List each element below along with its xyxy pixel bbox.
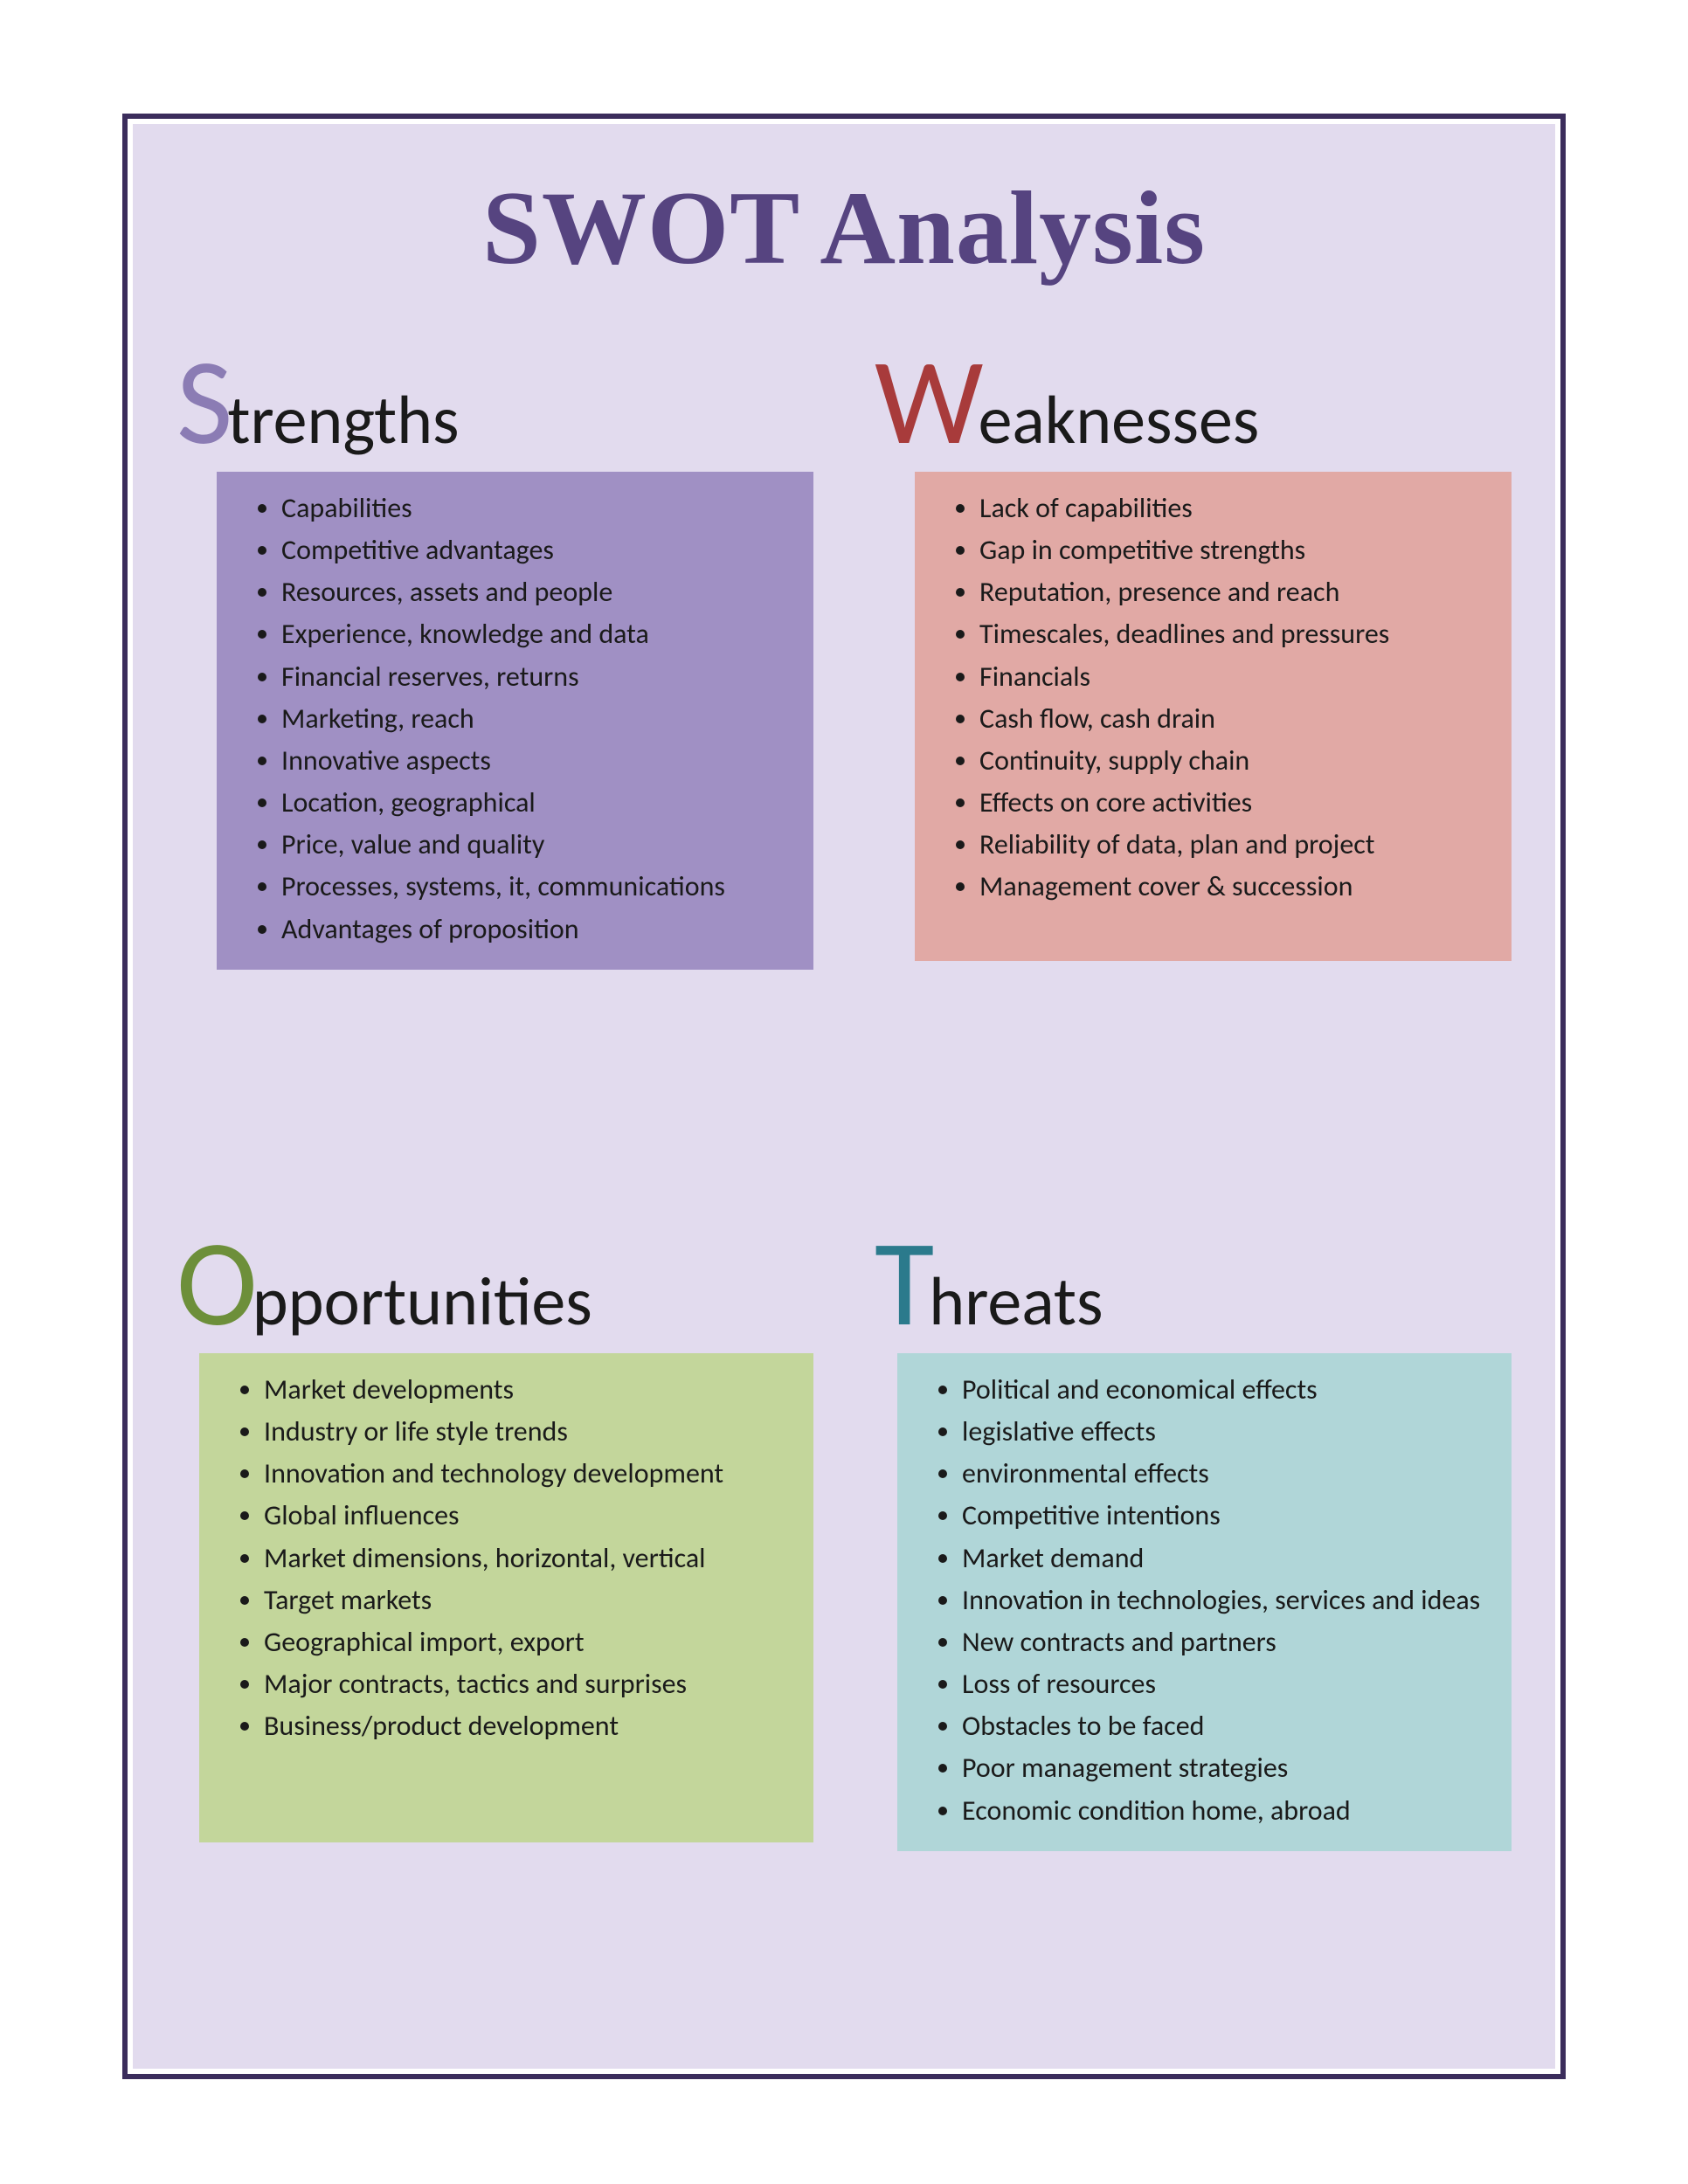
list-item: Location, geographical <box>281 782 792 824</box>
list-item: Competitive advantages <box>281 529 792 571</box>
list-item: Major contracts, tactics and surprises <box>264 1663 792 1705</box>
list-item: Reputation, presence and reach <box>979 571 1491 613</box>
list-item: Capabilities <box>281 487 792 529</box>
list-item: Competitive intentions <box>962 1495 1491 1537</box>
list-item: Lack of capabilities <box>979 487 1491 529</box>
list-item: Market demand <box>962 1538 1491 1579</box>
threats-box: Political and economical effectslegislat… <box>897 1353 1512 1851</box>
list-item: Political and economical effects <box>962 1369 1491 1411</box>
swot-grid: Strengths CapabilitiesCompetitive advant… <box>176 341 1512 2034</box>
list-item: Global influences <box>264 1495 792 1537</box>
opportunities-box: Market developmentsIndustry or life styl… <box>199 1353 813 1842</box>
threats-list: Political and economical effectslegislat… <box>913 1369 1491 1832</box>
list-item: Poor management strategies <box>962 1747 1491 1789</box>
list-item: Advantages of proposition <box>281 909 792 950</box>
inner-panel: SWOT Analysis Strengths CapabilitiesComp… <box>133 124 1555 2069</box>
list-item: Cash flow, cash drain <box>979 698 1491 740</box>
quadrant-threats: Threats Political and economical effects… <box>875 1222 1512 2034</box>
list-item: environmental effects <box>962 1453 1491 1495</box>
outer-border: SWOT Analysis Strengths CapabilitiesComp… <box>122 114 1566 2079</box>
threats-rest: hreats <box>929 1268 1103 1336</box>
list-item: Marketing, reach <box>281 698 792 740</box>
list-item: Business/product development <box>264 1705 792 1747</box>
threats-letter: T <box>875 1222 934 1344</box>
list-item: Financials <box>979 656 1491 698</box>
strengths-rest: trengths <box>227 386 459 454</box>
heading-strengths: Strengths <box>176 341 813 463</box>
document-page: SWOT Analysis Strengths CapabilitiesComp… <box>0 0 1688 2184</box>
opportunities-rest: pportunities <box>253 1268 592 1336</box>
list-item: Experience, knowledge and data <box>281 613 792 655</box>
list-item: Obstacles to be faced <box>962 1705 1491 1747</box>
opportunities-list: Market developmentsIndustry or life styl… <box>215 1369 792 1747</box>
list-item: Management cover & succession <box>979 866 1491 908</box>
list-item: legislative effects <box>962 1411 1491 1453</box>
list-item: Continuity, supply chain <box>979 740 1491 782</box>
strengths-letter: S <box>176 341 232 463</box>
list-item: Innovation in technologies, services and… <box>962 1579 1491 1621</box>
main-title: SWOT Analysis <box>176 168 1512 288</box>
list-item: Target markets <box>264 1579 792 1621</box>
weaknesses-box: Lack of capabilitiesGap in competitive s… <box>915 472 1512 961</box>
weaknesses-list: Lack of capabilitiesGap in competitive s… <box>930 487 1491 909</box>
heading-weaknesses: Weaknesses <box>875 341 1512 463</box>
list-item: Timescales, deadlines and pressures <box>979 613 1491 655</box>
list-item: New contracts and partners <box>962 1621 1491 1663</box>
list-item: Gap in competitive strengths <box>979 529 1491 571</box>
list-item: Resources, assets and people <box>281 571 792 613</box>
quadrant-opportunities: Opportunities Market developmentsIndustr… <box>176 1222 813 2034</box>
strengths-list: CapabilitiesCompetitive advantagesResour… <box>232 487 792 950</box>
list-item: Market developments <box>264 1369 792 1411</box>
list-item: Market dimensions, horizontal, vertical <box>264 1538 792 1579</box>
list-item: Effects on core activities <box>979 782 1491 824</box>
list-item: Industry or life style trends <box>264 1411 792 1453</box>
list-item: Price, value and quality <box>281 824 792 866</box>
quadrant-weaknesses: Weaknesses Lack of capabilitiesGap in co… <box>875 341 1512 1152</box>
heading-threats: Threats <box>875 1222 1512 1344</box>
quadrant-strengths: Strengths CapabilitiesCompetitive advant… <box>176 341 813 1152</box>
list-item: Loss of resources <box>962 1663 1491 1705</box>
list-item: Financial reserves, returns <box>281 656 792 698</box>
strengths-box: CapabilitiesCompetitive advantagesResour… <box>217 472 813 970</box>
heading-opportunities: Opportunities <box>176 1222 813 1344</box>
list-item: Geographical import, export <box>264 1621 792 1663</box>
opportunities-letter: O <box>176 1222 258 1344</box>
list-item: Innovation and technology development <box>264 1453 792 1495</box>
weaknesses-rest: eaknesses <box>979 386 1260 454</box>
weaknesses-letter: W <box>875 341 984 463</box>
list-item: Reliability of data, plan and project <box>979 824 1491 866</box>
list-item: Economic condition home, abroad <box>962 1790 1491 1832</box>
list-item: Processes, systems, it, communications <box>281 866 792 908</box>
list-item: Innovative aspects <box>281 740 792 782</box>
